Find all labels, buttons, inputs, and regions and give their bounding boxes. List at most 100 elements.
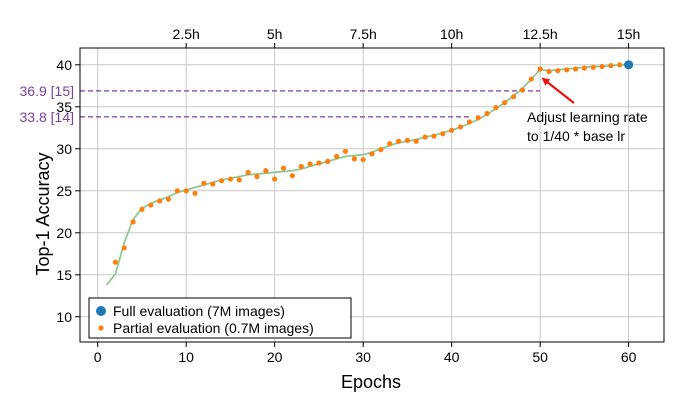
partial-eval-point <box>254 173 260 180</box>
top-tick-label: 2.5h <box>173 26 200 42</box>
partial-eval-point <box>112 259 118 265</box>
partial-eval-point <box>157 198 163 204</box>
partial-eval-point <box>121 245 127 251</box>
partial-eval-point <box>360 157 366 163</box>
partial-eval-point <box>289 173 295 179</box>
partial-eval-point <box>590 64 596 70</box>
partial-eval-point <box>280 165 287 171</box>
annotation-text: Adjust learning rate <box>527 109 648 125</box>
annotation-arrow <box>541 77 575 104</box>
partial-eval-point <box>608 63 614 69</box>
top-tick-label: 10h <box>440 26 463 42</box>
partial-eval-point <box>546 68 552 75</box>
partial-eval-point <box>449 127 455 133</box>
partial-eval-point <box>201 180 207 186</box>
partial-eval-point <box>236 177 242 183</box>
partial-eval-point <box>422 134 428 140</box>
partial-eval-point <box>272 176 278 182</box>
legend-marker-partial <box>98 325 104 331</box>
partial-eval-point <box>502 100 508 106</box>
partial-eval-point <box>245 169 251 175</box>
y-axis: 10 15 20 25 30 35 40 <box>56 57 80 325</box>
reference-label: 36.9 [15] <box>20 83 75 99</box>
x-tick-label: 20 <box>267 349 283 365</box>
y-tick-label: 40 <box>56 57 72 73</box>
partial-eval-point <box>263 168 269 174</box>
x-tick-label: 40 <box>444 349 460 365</box>
partial-eval-point <box>484 110 490 117</box>
annotation-text: to 1/40 * base lr <box>527 128 625 144</box>
y-tick-label: 10 <box>56 309 72 325</box>
partial-eval-point <box>218 178 225 184</box>
y-tick-label: 30 <box>56 141 72 157</box>
reference-label: 33.8 [14] <box>20 109 75 125</box>
partial-eval-point <box>351 156 357 162</box>
y-tick-label: 20 <box>56 225 72 241</box>
legend: Full evaluation (7M images)Partial evalu… <box>88 297 352 339</box>
legend-marker-full <box>96 306 106 316</box>
partial-eval-point <box>555 68 561 74</box>
partial-eval-point <box>510 94 517 100</box>
x-tick-label: 10 <box>178 349 194 365</box>
y-axis-label: Top-1 Accuracy <box>33 152 53 275</box>
partial-eval-point <box>564 67 570 73</box>
reference-lines: 36.9 [15] 33.8 [14] <box>20 83 541 125</box>
partial-eval-point <box>617 62 623 68</box>
trend-series <box>105 63 629 286</box>
partial-eval-point <box>174 188 180 194</box>
top-axis: 2.5h 5h 7.5h 10h 12.5h 15h <box>173 26 640 48</box>
partial-eval-point <box>572 66 579 72</box>
full-eval-points <box>624 60 634 70</box>
partial-eval-point <box>183 188 189 194</box>
y-tick-label: 15 <box>56 267 72 283</box>
top-tick-label: 7.5h <box>350 26 377 42</box>
partial-eval-point <box>227 176 234 182</box>
partial-eval-point <box>493 105 499 111</box>
legend-box <box>88 297 352 339</box>
partial-eval-point <box>369 151 375 157</box>
partial-eval-point <box>431 133 437 139</box>
partial-eval-point <box>519 87 526 93</box>
top-tick-label: 12.5h <box>523 26 558 42</box>
plot-frame <box>79 47 665 343</box>
partial-eval-point <box>395 138 402 144</box>
trend-line <box>105 63 629 286</box>
x-axis-label: Epochs <box>341 372 401 392</box>
partial-eval-point <box>316 160 322 166</box>
partial-eval-point <box>298 163 304 170</box>
partial-eval-point <box>440 131 446 137</box>
y-tick-label: 25 <box>56 183 72 199</box>
x-tick-label: 50 <box>532 349 548 365</box>
legend-label-partial: Partial evaluation (0.7M images) <box>113 320 314 336</box>
top-tick-label: 5h <box>267 26 283 42</box>
legend-label-full: Full evaluation (7M images) <box>113 303 285 319</box>
partial-eval-point <box>192 190 198 196</box>
partial-eval-point <box>404 137 410 143</box>
partial-eval-point <box>325 158 331 164</box>
partial-eval-point <box>307 161 313 167</box>
partial-eval-point <box>210 181 216 187</box>
partial-eval-point <box>413 138 419 144</box>
partial-eval-point <box>342 148 349 154</box>
y-tick-label: 35 <box>56 99 72 115</box>
x-tick-label: 60 <box>621 349 637 365</box>
partial-eval-point <box>599 63 605 70</box>
partial-eval-point <box>165 196 172 202</box>
x-tick-label: 30 <box>355 349 371 365</box>
partial-eval-point <box>387 141 393 147</box>
partial-eval-points <box>112 62 623 265</box>
annotation: Adjust learning rate to 1/40 * base lr <box>527 77 648 144</box>
partial-eval-point <box>139 206 145 212</box>
partial-eval-point <box>334 153 340 159</box>
partial-eval-point <box>130 219 136 225</box>
partial-eval-point <box>537 66 543 72</box>
partial-eval-point <box>457 124 464 130</box>
top-tick-label: 15h <box>617 26 640 42</box>
x-tick-label: 0 <box>94 349 102 365</box>
partial-eval-point <box>466 119 472 125</box>
partial-eval-point <box>475 115 481 121</box>
partial-eval-point <box>148 202 154 208</box>
partial-eval-point <box>581 65 587 71</box>
x-axis: 0 10 20 30 40 50 60 <box>94 342 637 365</box>
